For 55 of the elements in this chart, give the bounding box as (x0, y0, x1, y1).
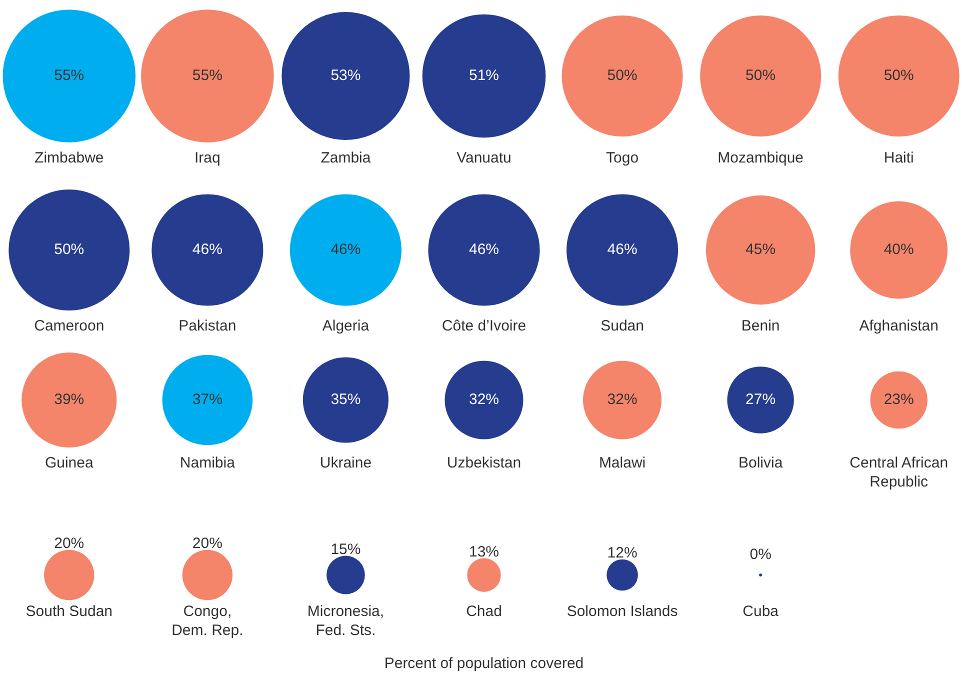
data-label: 51% (468, 67, 500, 84)
category-label: Vanuatu (456, 150, 512, 167)
data-label: 23% (884, 391, 914, 408)
category-label: Zimbabwe (34, 150, 104, 167)
data-label: 35% (330, 391, 361, 408)
category-label: Micronesia, Fed. Sts. (307, 603, 384, 640)
category-label: Bolivia (738, 454, 784, 472)
data-label: 40% (884, 241, 914, 258)
category-label: Cuba (742, 603, 780, 620)
data-label: 20% (192, 535, 222, 552)
data-label: 0% (750, 546, 772, 564)
category-label: Afghanistan (859, 318, 938, 335)
category-label: Solomon Islands (566, 603, 678, 620)
data-label: 46% (607, 241, 638, 258)
data-label: 39% (54, 391, 84, 408)
data-label: 55% (192, 67, 222, 84)
data-label: 37% (192, 391, 222, 408)
data-label: 50% (746, 67, 776, 84)
data-label: 32% (607, 391, 638, 408)
category-label: Namibia (180, 454, 236, 472)
data-label: 32% (468, 391, 500, 408)
data-label: 55% (54, 67, 84, 84)
category-label: Côte d’Ivoire (442, 318, 526, 335)
category-label: Guinea (44, 454, 94, 472)
category-label: Algeria (322, 318, 370, 335)
data-label: 12% (607, 544, 638, 562)
category-label: Central African Republic (850, 454, 948, 491)
category-label: Cameroon (34, 318, 104, 335)
category-label: Malawi (598, 454, 646, 472)
data-label: 50% (54, 241, 84, 258)
category-label: Sudan (600, 318, 644, 335)
category-label: Uzbekistan (446, 454, 522, 472)
category-label: Benin (741, 318, 780, 335)
category-label: Chad (466, 603, 502, 620)
data-label: 46% (192, 241, 222, 258)
category-label: Zambia (320, 150, 372, 167)
data-label: 50% (884, 67, 914, 84)
data-label: 50% (607, 67, 638, 84)
data-label: 53% (330, 67, 361, 84)
category-label: Pakistan (178, 318, 236, 335)
data-label: 46% (330, 241, 361, 258)
category-label: Ukraine (320, 454, 372, 472)
category-label: Mozambique (718, 150, 804, 167)
data-label: 20% (54, 535, 84, 552)
category-label: Togo (606, 150, 639, 167)
data-label: 15% (330, 540, 361, 558)
category-label: South Sudan (26, 603, 113, 620)
category-label: Congo, Dem. Rep. (172, 603, 244, 640)
text: Percent of population covered (383, 655, 585, 672)
data-label: 27% (746, 391, 776, 408)
data-label: 45% (746, 241, 776, 258)
data-label: 13% (468, 543, 500, 560)
data-label: 46% (468, 241, 500, 258)
category-label: Haiti (884, 150, 914, 167)
category-label: Iraq (194, 150, 220, 167)
